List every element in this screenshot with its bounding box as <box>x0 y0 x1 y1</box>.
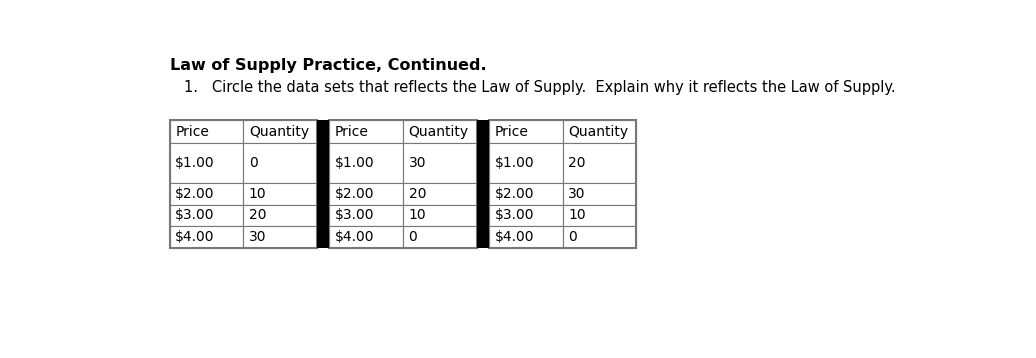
Bar <box>329 183 403 205</box>
Text: 10: 10 <box>408 208 426 222</box>
Bar <box>329 143 403 183</box>
Bar <box>403 205 477 226</box>
Bar <box>489 120 636 248</box>
Text: Price: Price <box>494 125 528 139</box>
Bar <box>563 183 636 205</box>
Text: 30: 30 <box>408 156 426 170</box>
Text: 20: 20 <box>249 208 266 222</box>
Text: $2.00: $2.00 <box>175 187 214 201</box>
Bar <box>403 226 477 248</box>
Bar <box>170 143 243 183</box>
Bar <box>403 120 477 143</box>
Bar <box>317 120 329 248</box>
Text: 20: 20 <box>568 156 585 170</box>
Text: 0: 0 <box>249 156 258 170</box>
Text: $1.00: $1.00 <box>494 156 535 170</box>
Bar <box>489 226 563 248</box>
Bar <box>489 143 563 183</box>
Bar <box>243 143 317 183</box>
Text: $3.00: $3.00 <box>335 208 374 222</box>
Text: Quantity: Quantity <box>408 125 468 139</box>
Bar <box>403 183 477 205</box>
Bar <box>489 205 563 226</box>
Text: 10: 10 <box>249 187 266 201</box>
Bar <box>329 120 477 248</box>
Text: $2.00: $2.00 <box>335 187 374 201</box>
Text: Price: Price <box>175 125 209 139</box>
Bar <box>243 205 317 226</box>
Text: 30: 30 <box>249 230 266 244</box>
Text: Price: Price <box>335 125 369 139</box>
Bar <box>243 183 317 205</box>
Bar <box>563 205 636 226</box>
Text: $4.00: $4.00 <box>175 230 214 244</box>
Text: $3.00: $3.00 <box>494 208 534 222</box>
Bar <box>563 120 636 143</box>
Bar <box>170 205 243 226</box>
Bar <box>170 226 243 248</box>
Bar <box>243 120 317 143</box>
Bar <box>329 205 403 226</box>
Text: 0: 0 <box>568 230 577 244</box>
Text: $4.00: $4.00 <box>335 230 374 244</box>
Bar <box>563 226 636 248</box>
Bar <box>329 120 403 143</box>
Text: $2.00: $2.00 <box>494 187 534 201</box>
Text: 1.   Circle the data sets that reflects the Law of Supply.  Explain why it refle: 1. Circle the data sets that reflects th… <box>183 80 895 95</box>
Bar <box>170 120 243 143</box>
Bar <box>170 183 243 205</box>
Text: 20: 20 <box>408 187 426 201</box>
Bar <box>329 226 403 248</box>
Text: $3.00: $3.00 <box>175 208 214 222</box>
Bar <box>170 120 317 248</box>
Text: 10: 10 <box>568 208 585 222</box>
Text: 30: 30 <box>568 187 585 201</box>
Text: $1.00: $1.00 <box>335 156 374 170</box>
Bar <box>403 143 477 183</box>
Bar <box>489 183 563 205</box>
Text: $1.00: $1.00 <box>175 156 214 170</box>
Bar <box>563 143 636 183</box>
Bar <box>477 120 489 248</box>
Bar <box>489 120 563 143</box>
Bar <box>243 226 317 248</box>
Text: Law of Supply Practice, Continued.: Law of Supply Practice, Continued. <box>170 58 487 73</box>
Text: Quantity: Quantity <box>568 125 628 139</box>
Text: $4.00: $4.00 <box>494 230 534 244</box>
Text: 0: 0 <box>408 230 418 244</box>
Text: Quantity: Quantity <box>249 125 309 139</box>
